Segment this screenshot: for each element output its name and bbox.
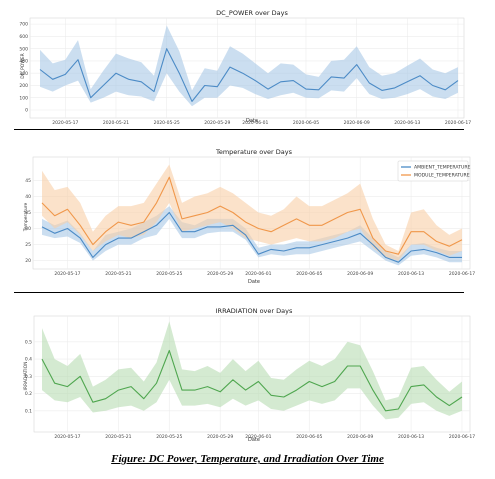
temperature-legend-label: AMBIENT_TEMPERATURE [414, 165, 471, 171]
temperature-x-tick-label: 2020-05-29 [207, 271, 233, 277]
irradiation-y-tick-label: 0.3 [25, 374, 32, 380]
dc-power-y-axis-label: DC_POWER [20, 53, 26, 79]
irradiation-x-tick-label: 2020-06-01 [245, 434, 271, 440]
irradiation-x-tick-label: 2020-05-29 [207, 434, 233, 440]
dc-power-x-tick-label: 2020-06-13 [394, 120, 420, 125]
irradiation-chart-title: IRRADIATION over Days [216, 307, 293, 315]
temperature-x-tick-label: 2020-06-09 [347, 271, 373, 277]
temperature-band-module-temperature [42, 164, 462, 261]
dc-power-x-tick-label: 2020-06-01 [242, 120, 268, 125]
temperature-x-tick-label: 2020-05-25 [156, 271, 182, 277]
dc-power-x-tick-label: 2020-05-29 [204, 120, 230, 125]
dc-power-chart: DC_POWER over Days 0 100 200 300 400 500 600 70… [19, 9, 471, 125]
temperature-y-tick-label: 40 [25, 194, 31, 200]
dc-power-line-dc-power [39, 48, 459, 102]
irradiation-y-tick-label: 0.2 [25, 391, 32, 397]
temperature-line-module-temperature [41, 176, 463, 255]
temperature-y-tick-label: 25 [25, 242, 31, 248]
divider-line-1 [14, 129, 464, 130]
divider-line-2 [14, 292, 464, 293]
temperature-y-tick-label: 35 [25, 210, 31, 216]
dc-power-chart-title: DC_POWER over Days [216, 9, 288, 17]
dc-power-band-dc-power [40, 25, 458, 107]
temperature-x-tick-label: 2020-05-21 [105, 271, 131, 277]
dc-power-y-tick-label: 100 [19, 95, 28, 101]
temperature-line-ambient-temperature [41, 211, 462, 263]
temperature-y-tick-label: 45 [25, 178, 31, 184]
dc-power-y-tick-label: 300 [19, 71, 28, 77]
dc-power-x-tick-label: 2020-06-17 [445, 120, 471, 125]
temperature-x-tick-label: 2020-06-01 [245, 271, 271, 277]
temperature-x-tick-label: 2020-06-13 [398, 271, 424, 277]
temperature-x-tick-label: 2020-06-05 [296, 271, 322, 277]
dc-power-x-tick-label: 2020-06-05 [293, 120, 319, 125]
temperature-x-tick-label: 2020-05-17 [54, 271, 80, 277]
dc-power-x-tick-label: 2020-05-25 [154, 120, 180, 125]
temperature-x-axis-label: Date [248, 279, 260, 285]
temperature-chart: Temperature over Days 20 25 30 35 40 45 2020-… [23, 148, 475, 285]
irradiation-line-irradiation [41, 349, 463, 412]
temperature-legend-box [397, 160, 469, 182]
irradiation-y-tick-label: 0.1 [25, 408, 32, 414]
dc-power-y-tick-label: 500 [19, 46, 28, 52]
irradiation-y-axis-label: IRRADIATION [23, 362, 29, 391]
temperature-chart-title: Temperature over Days [215, 148, 293, 156]
dc-power-x-tick-label: 2020-05-21 [103, 120, 129, 125]
dc-power-y-tick-label: 700 [19, 22, 28, 28]
dc-power-y-tick-label: 400 [19, 59, 28, 65]
irradiation-x-tick-label: 2020-05-17 [54, 434, 80, 440]
dc-power-x-tick-label: 2020-05-17 [52, 120, 78, 125]
dc-power-y-tick-label: 0 [25, 108, 28, 114]
dc-power-x-tick-label: 2020-06-09 [344, 120, 370, 125]
irradiation-x-axis-label: Date [248, 437, 260, 443]
temperature-y-tick-label: 30 [25, 226, 31, 232]
temperature-y-axis-label: Temperature [23, 203, 29, 233]
dc-power-y-tick-label: 600 [19, 34, 28, 40]
irradiation-x-tick-label: 2020-06-17 [449, 434, 475, 440]
dc-power-y-tick-label: 200 [19, 83, 28, 89]
irradiation-y-tick-label: 0.5 [25, 339, 32, 345]
irradiation-x-tick-label: 2020-05-25 [156, 434, 182, 440]
irradiation-x-tick-label: 2020-06-13 [398, 434, 424, 440]
temperature-legend: AMBIENT_TEMPERATURE MODULE_TEMPERATURE [397, 160, 471, 182]
temperature-legend-label: MODULE_TEMPERATURE [414, 173, 470, 179]
irradiation-chart: IRRADIATION over Days 0.1 0.2 0.3 0.4 0.5 20… [23, 307, 475, 443]
irradiation-x-tick-label: 2020-06-05 [296, 434, 322, 440]
figure-caption: Figure: DC Power, Temperature, and Irrad… [111, 453, 384, 465]
irradiation-y-tick-label: 0.4 [25, 357, 32, 363]
irradiation-x-tick-label: 2020-05-21 [105, 434, 131, 440]
dc-power-x-axis-label: Date [246, 118, 258, 124]
temperature-y-tick-label: 20 [25, 258, 31, 264]
temperature-x-tick-label: 2020-06-17 [449, 271, 475, 277]
irradiation-x-tick-label: 2020-06-09 [347, 434, 373, 440]
